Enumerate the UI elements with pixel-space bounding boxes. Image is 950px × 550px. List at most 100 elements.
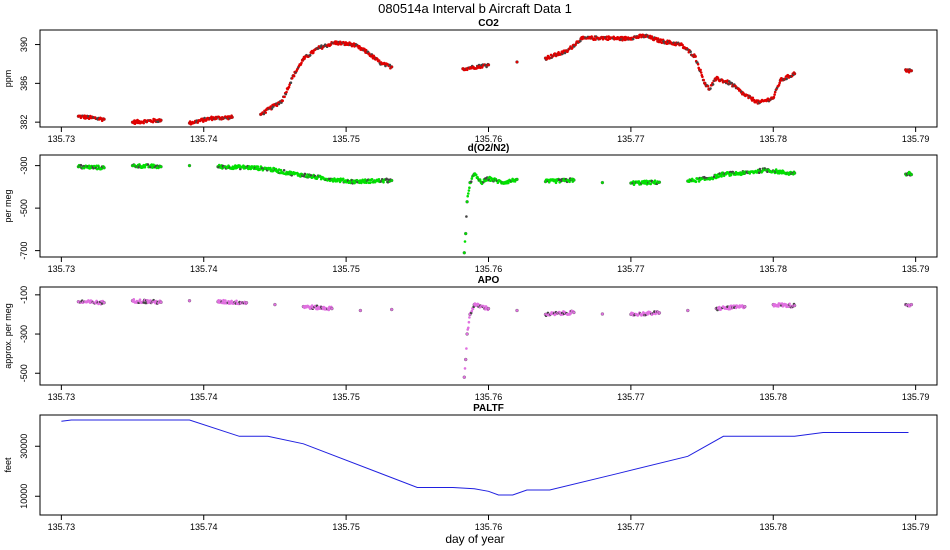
co2-data-point [312, 51, 315, 54]
apo-panel-title: APO [478, 275, 500, 286]
apo-y-tick-label: -500 [19, 364, 29, 382]
o2n2-data-point [568, 180, 571, 184]
co2-data-point [909, 69, 914, 73]
paltf-panel-title: PALTF [473, 403, 504, 414]
paltf-x-tick-label: 135.76 [475, 522, 503, 532]
apo-y-tick-label: -300 [19, 325, 29, 343]
o2n2-data-point [572, 178, 576, 182]
paltf-x-tick-label: 135.79 [902, 522, 930, 532]
o2n2-data-point [274, 167, 278, 171]
apo-data-point [486, 306, 491, 311]
apo-data-point [310, 304, 314, 307]
o2n2-data-point [600, 180, 605, 185]
co2-panel-title: CO2 [478, 18, 499, 29]
apo-data-point [467, 320, 471, 324]
apo-data-point [468, 316, 471, 319]
o2n2-x-tick-label: 135.79 [902, 264, 930, 274]
o2n2-data-point [729, 173, 733, 177]
o2n2-data-point [187, 163, 192, 168]
apo-x-tick-label: 135.77 [617, 392, 645, 402]
co2-data-point [283, 95, 286, 99]
apo-y-tick-label: -100 [19, 286, 29, 304]
co2-data-point [650, 35, 654, 38]
apo-data-point [569, 312, 573, 315]
co2-x-tick-label: 135.74 [190, 134, 218, 144]
o2n2-data-point [390, 178, 394, 183]
apo-data-point [235, 299, 238, 303]
apo-data-point [330, 306, 334, 311]
co2-data-point [292, 74, 296, 78]
apo-data-point [600, 312, 605, 316]
paltf-x-tick-label: 135.74 [190, 522, 218, 532]
o2n2-x-tick-label: 135.75 [332, 264, 360, 274]
co2-data-point [230, 115, 234, 119]
apo-data-point [463, 367, 467, 370]
apo-data-point [646, 313, 649, 316]
apo-data-point [470, 309, 474, 313]
apo-x-tick-label: 135.76 [475, 392, 503, 402]
o2n2-y-tick-label: -500 [19, 199, 29, 217]
o2n2-data-point [637, 180, 641, 183]
co2-data-point [377, 59, 381, 62]
co2-panel: CO2 ppm 135.73 135.74 135.75 135.76 135.77 135.… [3, 18, 938, 144]
co2-data-point [777, 83, 781, 87]
co2-y-tick-label: 390 [19, 37, 29, 52]
co2-data-point [269, 105, 273, 108]
co2-data-point [709, 87, 712, 90]
o2n2-data-point [271, 169, 275, 173]
o2n2-data-point [467, 192, 470, 195]
co2-data-point [773, 93, 776, 96]
co2-data-point [706, 85, 710, 88]
paltf-plot-frame [39, 414, 938, 516]
co2-data-point [388, 63, 392, 67]
co2-data-point [689, 50, 692, 53]
panels: CO2 ppm 135.73 135.74 135.75 135.76 135.77 135.… [3, 18, 938, 532]
co2-x-tick-label: 135.76 [475, 134, 503, 144]
apo-data-point [686, 308, 690, 313]
o2n2-data-point [79, 163, 83, 167]
co2-data-point [785, 77, 788, 81]
co2-y-tick-label: 382 [19, 115, 29, 130]
apo-data-point [788, 302, 791, 306]
o2n2-data-point [792, 171, 797, 175]
o2n2-data-point [279, 168, 283, 172]
paltf-y-tick-label: 30000 [19, 434, 29, 459]
apo-data-point [102, 301, 106, 305]
co2-data-point [694, 55, 697, 58]
o2n2-data-point [341, 177, 345, 181]
o2n2-data-point [758, 167, 762, 171]
co2-data-point [270, 107, 274, 110]
co2-data-point [631, 37, 635, 41]
co2-data-point [281, 99, 285, 103]
o2n2-data-point [464, 231, 468, 236]
o2n2-data-point [256, 165, 260, 168]
co2-data-point [133, 122, 137, 125]
paltf-panel: PALTF feet 135.73 135.74 135.75 135.76 135.77 1… [3, 403, 938, 532]
apo-data-point [792, 303, 797, 308]
co2-data-point [637, 35, 641, 39]
o2n2-data-point [463, 240, 467, 243]
o2n2-plot-frame [39, 154, 938, 258]
o2n2-panel-title: d(O2/N2) [468, 143, 510, 154]
co2-data-point [699, 68, 702, 72]
apo-data-point [465, 347, 468, 350]
co2-data-point [711, 83, 715, 86]
apo-data-point [159, 300, 163, 304]
co2-series-points [76, 33, 914, 126]
o2n2-data-point [470, 177, 474, 180]
paltf-y-axis-label: feet [3, 457, 13, 473]
o2n2-data-point [159, 165, 163, 169]
co2-data-point [557, 51, 560, 54]
o2n2-data-point [465, 215, 468, 218]
co2-data-point [303, 57, 306, 60]
o2n2-y-axis-label: per meg [3, 189, 13, 222]
o2n2-data-point [484, 179, 488, 182]
co2-data-point [102, 117, 106, 121]
o2n2-y-tick-label: -300 [19, 157, 29, 175]
co2-y-axis-label: ppm [3, 70, 13, 88]
o2n2-data-point [657, 180, 662, 184]
o2n2-data-point [146, 163, 150, 166]
co2-x-tick-label: 135.75 [332, 134, 360, 144]
co2-data-point [579, 39, 582, 43]
